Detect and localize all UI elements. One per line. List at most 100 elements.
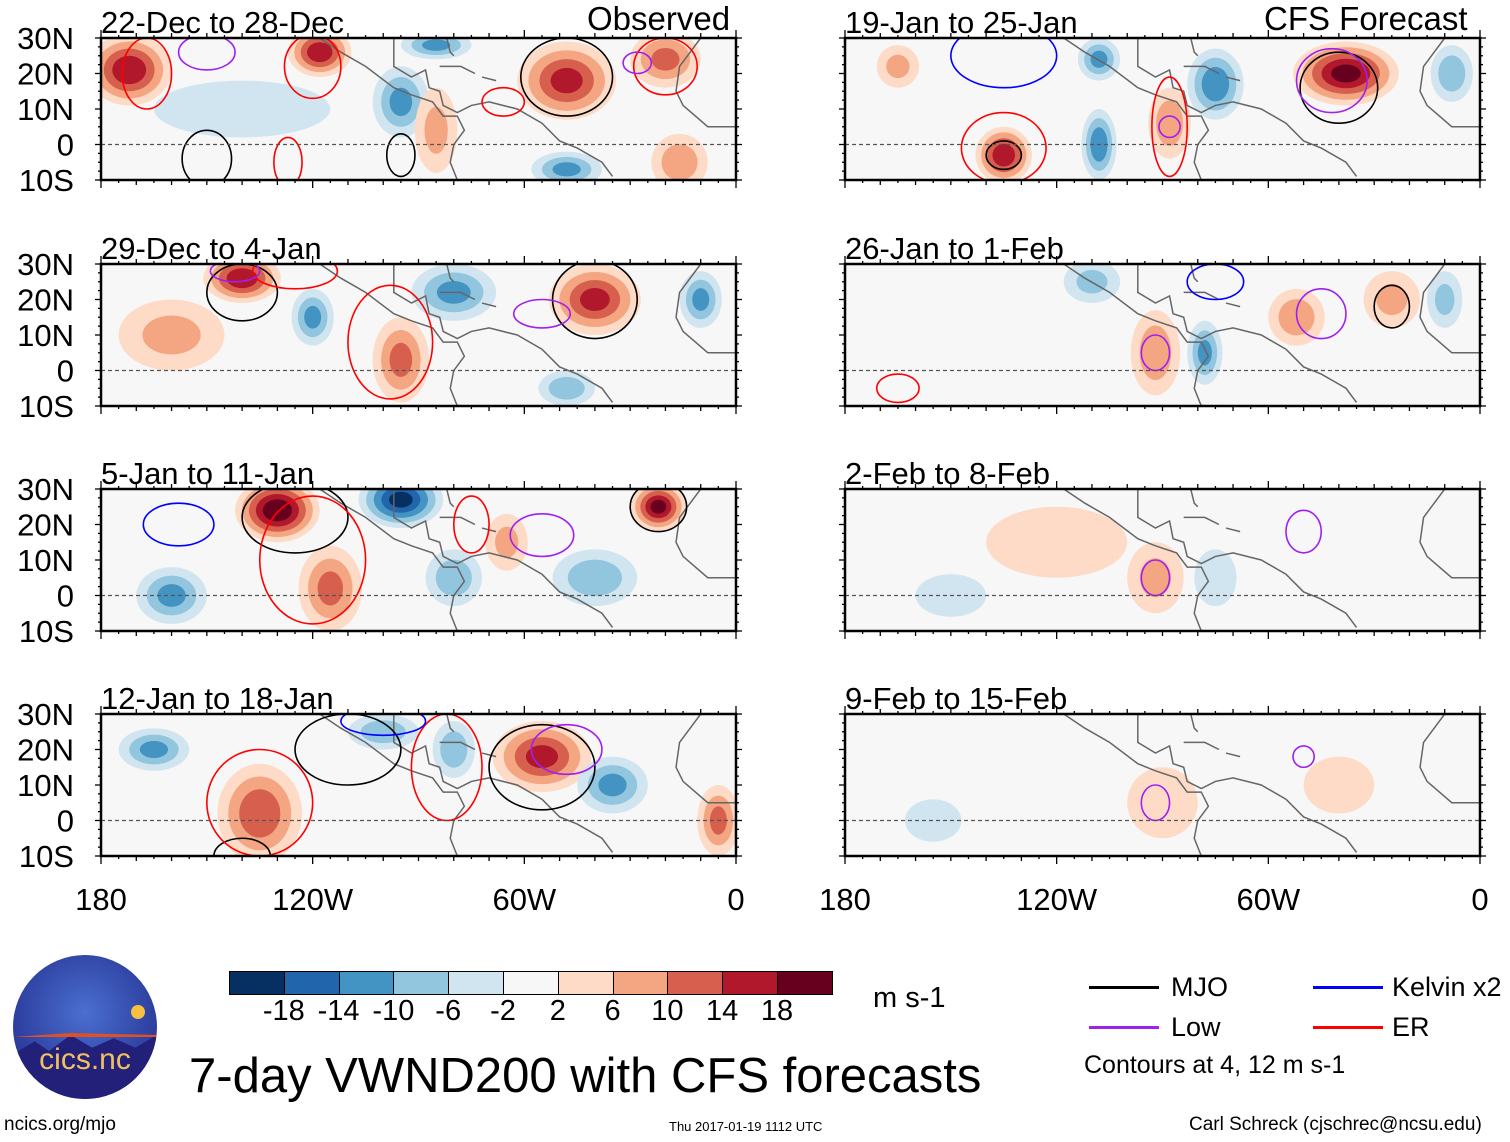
wind-anomaly	[661, 144, 698, 180]
wind-anomaly	[1194, 549, 1237, 607]
contour-er	[273, 136, 303, 180]
coastline	[445, 264, 455, 283]
contour-kelvin	[340, 714, 427, 737]
wind-anomaly	[550, 67, 583, 94]
coastline	[675, 489, 736, 579]
lat-label: 10N	[17, 768, 74, 803]
contour-low	[530, 723, 603, 776]
colorbar-label: -6	[435, 995, 462, 1027]
panel-date-label: 22-Dec to 28-Dec	[101, 5, 344, 40]
colorbar-label: -18	[262, 995, 305, 1027]
wind-anomaly	[435, 559, 472, 596]
contour-er	[632, 38, 698, 96]
contour-mjo	[385, 133, 416, 178]
legend-label-low: Low	[1171, 1012, 1221, 1042]
contour-er	[121, 38, 173, 110]
lon-label: 0	[727, 882, 744, 917]
colorbar-label: -10	[372, 995, 415, 1027]
coastline	[1419, 714, 1480, 804]
wind-anomaly	[651, 47, 680, 71]
contour-er	[481, 86, 526, 117]
contour-kelvin	[950, 38, 1058, 89]
contour-kelvin	[1186, 264, 1245, 301]
colorbar-swatch	[393, 971, 450, 995]
coastline	[1419, 38, 1480, 128]
lon-label: 180	[819, 882, 871, 917]
contour-er	[452, 495, 490, 554]
legend-line-kelvin	[1313, 986, 1383, 989]
legend-line-mjo	[1089, 986, 1159, 989]
contour-note: Contours at 4, 12 m s-1	[1084, 1051, 1346, 1079]
contour-er	[258, 495, 367, 625]
lat-label: 10S	[19, 163, 74, 198]
url-text: ncics.org/mjo	[4, 1114, 116, 1135]
colorbar-unit: m s-1	[873, 982, 946, 1014]
wind-anomaly	[525, 745, 559, 769]
contour-mjo	[629, 489, 688, 533]
panel-date-label: 9-Feb to 15-Feb	[845, 681, 1067, 716]
coastline	[1419, 489, 1480, 579]
wind-anomaly	[112, 55, 147, 85]
coastline	[1183, 65, 1220, 75]
panel-date-label: 19-Jan to 25-Jan	[845, 5, 1078, 40]
lon-label: 60W	[1236, 882, 1300, 917]
contour-er	[347, 284, 434, 400]
map-panel: 9-Feb to 15-Feb	[839, 681, 1486, 864]
map-panel: 26-Jan to 1-Feb	[839, 231, 1486, 414]
contour-mjo	[488, 723, 596, 811]
coastline	[481, 76, 497, 82]
lat-label: 10N	[17, 318, 74, 353]
wind-anomaly	[567, 559, 622, 596]
wind-anomaly	[650, 499, 667, 514]
lat-label: 20N	[17, 733, 74, 768]
wind-anomaly	[992, 143, 1016, 167]
colorbar-swatch	[338, 971, 395, 995]
contour-low	[1295, 47, 1368, 114]
lat-label: 10S	[19, 389, 74, 424]
contour-low	[512, 298, 571, 329]
coastline	[675, 264, 736, 354]
lat-label: 0	[57, 579, 74, 614]
panel-date-label: 2-Feb to 8-Feb	[845, 456, 1050, 491]
wind-anomaly	[886, 54, 910, 79]
colorbar-label: 14	[706, 995, 739, 1027]
wind-anomaly	[226, 268, 258, 289]
map-panel: 19-Jan to 25-Jan	[839, 5, 1486, 188]
wind-anomaly	[552, 162, 581, 177]
wind-anomaly	[1201, 66, 1230, 102]
figure-title: 7-day VWND200 with CFS forecasts	[189, 1049, 982, 1103]
lat-label: 10N	[17, 92, 74, 127]
colorbar-label: 10	[651, 995, 684, 1027]
wind-anomaly	[692, 288, 710, 311]
contour-er	[251, 264, 339, 290]
wind-anomaly	[389, 342, 413, 377]
wind-anomaly	[548, 376, 585, 400]
colorbar-swatch	[503, 971, 559, 995]
wind-anomaly	[1139, 558, 1171, 598]
contour-kelvin	[142, 502, 215, 547]
contour-low	[622, 51, 653, 75]
coastline	[319, 714, 466, 856]
contour-mjo	[1299, 51, 1379, 124]
lat-label: 20N	[17, 508, 74, 543]
contour-mjo	[551, 264, 639, 340]
contour-low	[177, 38, 236, 71]
coastline	[445, 489, 455, 508]
wind-anomaly	[389, 87, 413, 117]
author: Carl Schreck (cjschrec@ncsu.edu)	[1189, 1114, 1482, 1135]
contour-low	[1292, 745, 1315, 769]
coastline	[1225, 527, 1241, 533]
wind-anomaly	[1090, 50, 1108, 68]
wind-anomaly	[153, 80, 331, 138]
coastline	[1137, 264, 1358, 403]
coastline	[393, 714, 614, 853]
lat-label: 30N	[17, 21, 74, 56]
wind-anomaly	[495, 526, 519, 558]
contour-er	[960, 111, 1047, 180]
contour-mjo	[985, 140, 1023, 171]
lat-label: 0	[57, 128, 74, 163]
coastline	[1225, 752, 1241, 758]
